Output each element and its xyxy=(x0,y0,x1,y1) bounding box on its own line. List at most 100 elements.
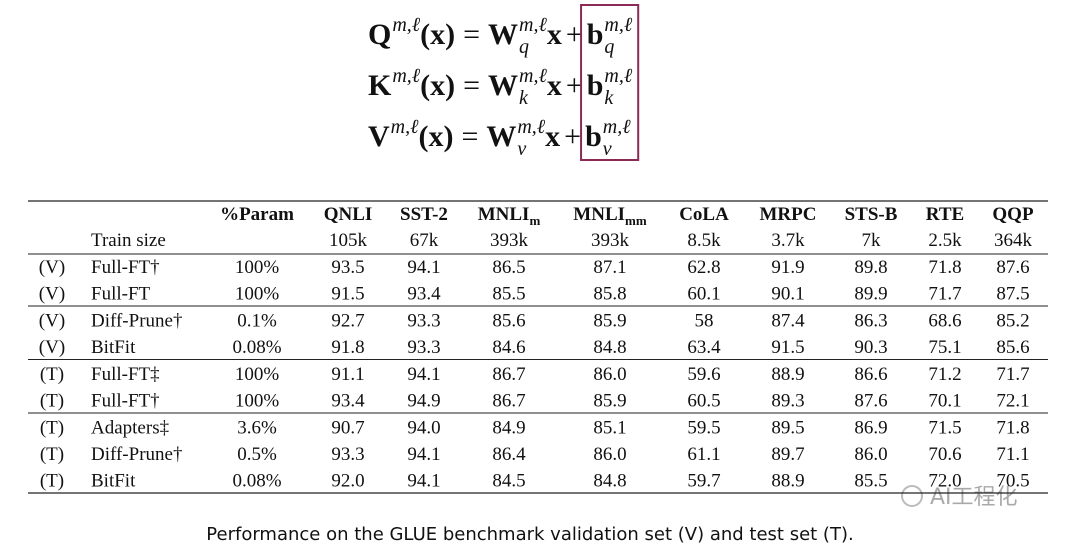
eq-arg: (x) xyxy=(418,120,453,153)
cell: (T) xyxy=(40,471,64,492)
eq-sup: m,ℓ xyxy=(604,65,632,87)
column-header: STS-B xyxy=(845,204,898,225)
header-text: %Param xyxy=(220,204,294,225)
cell: 100% xyxy=(235,284,280,305)
column-header: MNLIm xyxy=(478,204,541,228)
cell: 91.5 xyxy=(331,284,364,305)
column-header: RTE xyxy=(926,204,964,225)
eq-weight: W xyxy=(488,18,518,51)
cell: 70.6 xyxy=(928,444,961,465)
cell: 61.1 xyxy=(687,444,720,465)
cell: Full-FT xyxy=(91,284,151,305)
cell: 91.9 xyxy=(771,257,804,278)
train-size: 3.7k xyxy=(771,230,805,251)
eq-sup: m,ℓ xyxy=(391,116,419,138)
train-size: 7k xyxy=(862,230,882,251)
cell: 94.9 xyxy=(407,391,440,412)
eq-sup: m,ℓ xyxy=(519,14,547,36)
cell: 94.1 xyxy=(407,444,440,465)
cell: 59.5 xyxy=(687,418,720,439)
cell: 85.2 xyxy=(996,311,1029,332)
cell: 88.9 xyxy=(771,471,804,492)
train-size: 67k xyxy=(410,230,439,251)
cell: Diff-Prune† xyxy=(91,444,182,465)
cell: Diff-Prune† xyxy=(91,311,182,332)
cell: 86.3 xyxy=(854,311,887,332)
eq-sub: q xyxy=(604,36,614,58)
eq-bias: b xyxy=(587,18,604,51)
cell: (T) xyxy=(40,418,64,439)
header-text: MNLI xyxy=(573,204,625,225)
cell: Adapters‡ xyxy=(91,418,169,439)
cell: 92.7 xyxy=(331,311,364,332)
eq-input: x xyxy=(547,69,562,102)
eq-arg: (x) xyxy=(420,69,455,102)
cell: 94.0 xyxy=(407,418,440,439)
cell: 85.9 xyxy=(593,311,626,332)
cell: 0.08% xyxy=(232,337,281,358)
cell: 72.1 xyxy=(996,391,1029,412)
header-text: MNLI xyxy=(478,204,530,225)
column-header: MNLImm xyxy=(573,204,647,228)
cell: BitFit xyxy=(91,471,136,492)
cell: 71.8 xyxy=(996,418,1029,439)
cell: 87.6 xyxy=(854,391,887,412)
cell: 3.6% xyxy=(237,418,277,439)
cell: 89.8 xyxy=(854,257,887,278)
cell: 60.5 xyxy=(687,391,720,412)
cell: 89.3 xyxy=(771,391,804,412)
cell: 91.8 xyxy=(331,337,364,358)
cell: 90.3 xyxy=(854,337,887,358)
column-header: QNLI xyxy=(324,204,373,225)
eq-sup: m,ℓ xyxy=(392,14,420,36)
header-text: SST-2 xyxy=(400,204,448,225)
cell: 89.5 xyxy=(771,418,804,439)
cell: 86.0 xyxy=(854,444,887,465)
eq-sub: k xyxy=(604,87,614,109)
eq-weight: W xyxy=(488,69,518,102)
cell: 86.9 xyxy=(854,418,887,439)
cell: 86.4 xyxy=(492,444,526,465)
cell: 84.8 xyxy=(593,471,626,492)
cell: 91.1 xyxy=(331,364,364,385)
cell: 86.0 xyxy=(593,444,626,465)
column-header: SST-2 xyxy=(400,204,448,225)
cell: 85.6 xyxy=(996,337,1029,358)
cell: 85.1 xyxy=(593,418,626,439)
train-size: 2.5k xyxy=(928,230,962,251)
cell: 88.9 xyxy=(771,364,804,385)
cell: 93.4 xyxy=(331,391,365,412)
column-header: MRPC xyxy=(760,204,817,225)
eq-lhs: Q xyxy=(368,18,391,51)
eq-sub: v xyxy=(517,138,526,160)
eq-sup: m,ℓ xyxy=(392,65,420,87)
cell: 90.1 xyxy=(771,284,804,305)
cell: 71.2 xyxy=(928,364,961,385)
cell: 84.6 xyxy=(492,337,525,358)
cell: 90.7 xyxy=(331,418,364,439)
eq-lhs: V xyxy=(368,120,390,153)
cell: 89.7 xyxy=(771,444,804,465)
cell: 93.5 xyxy=(331,257,364,278)
header-text: STS-B xyxy=(845,204,898,225)
cell: 87.6 xyxy=(996,257,1029,278)
eq-weight: W xyxy=(486,120,516,153)
header-text: RTE xyxy=(926,204,964,225)
column-header: %Param xyxy=(220,204,294,225)
cell: 86.7 xyxy=(492,391,525,412)
cell: 85.8 xyxy=(593,284,626,305)
eq-sup: m,ℓ xyxy=(517,116,545,138)
cell: 71.5 xyxy=(928,418,961,439)
cell: 93.4 xyxy=(407,284,441,305)
cell: 85.9 xyxy=(593,391,626,412)
eq-sup: m,ℓ xyxy=(519,65,547,87)
cell: 94.1 xyxy=(407,364,440,385)
cell: 86.5 xyxy=(492,257,525,278)
cell: (V) xyxy=(39,337,65,358)
cell: 93.3 xyxy=(407,311,440,332)
train-size: 364k xyxy=(994,230,1033,251)
cell: 71.1 xyxy=(996,444,1029,465)
cell: 71.7 xyxy=(928,284,961,305)
eq-plus: + xyxy=(566,69,583,102)
